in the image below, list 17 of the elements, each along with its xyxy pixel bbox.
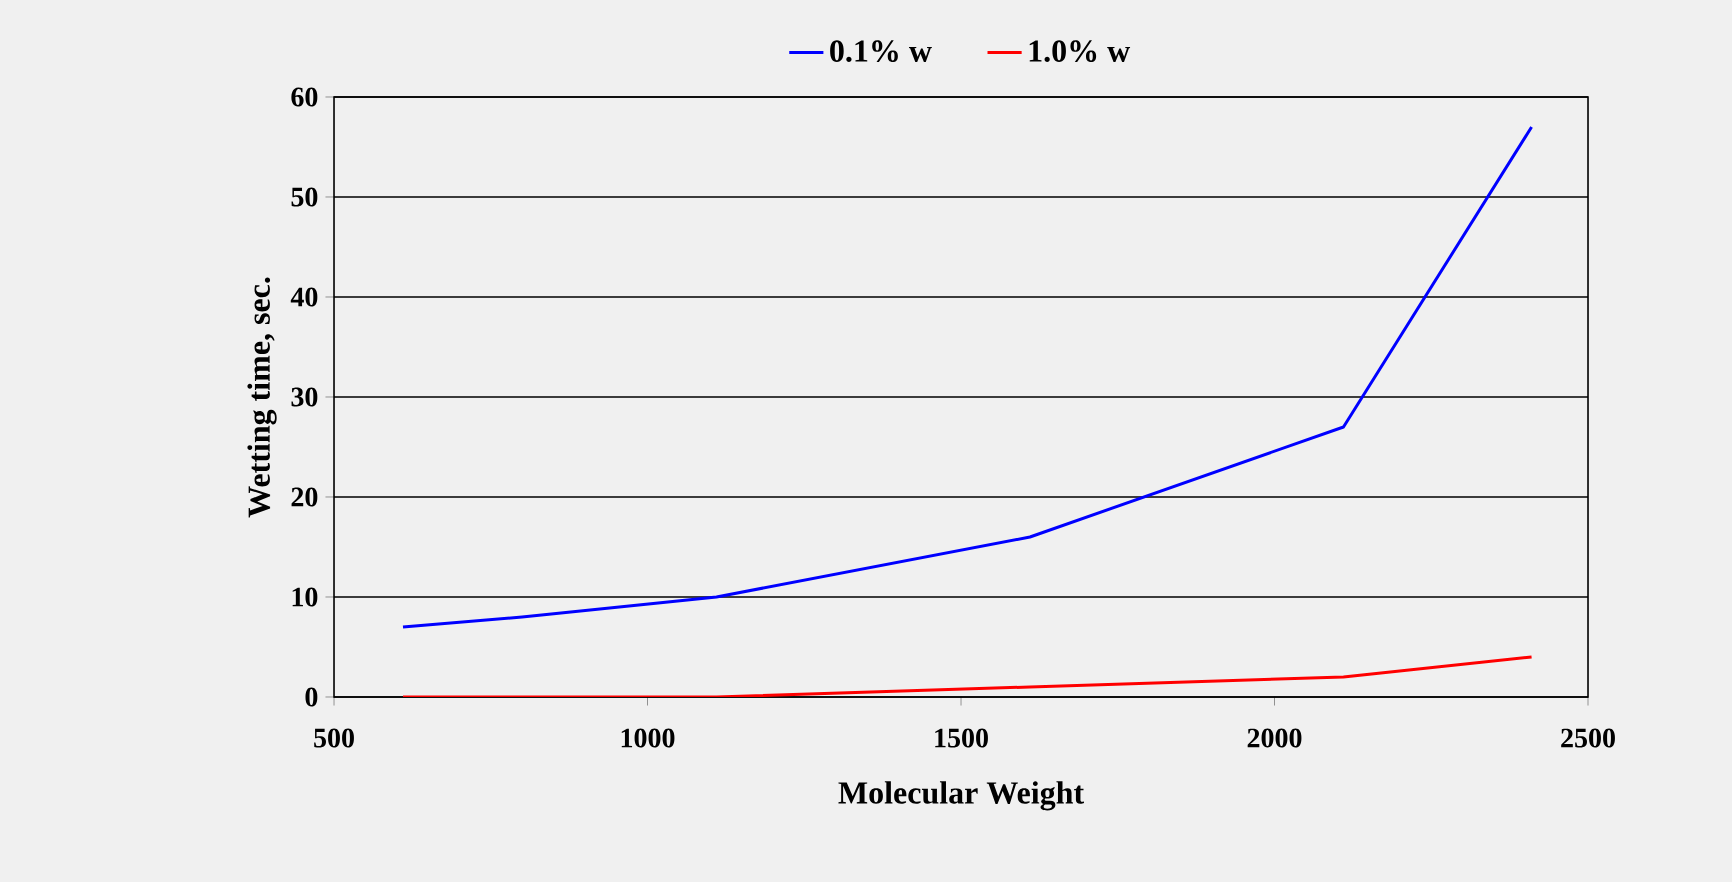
y-tick-label: 50 <box>291 187 318 207</box>
line-series <box>401 125 1534 629</box>
y-tick-label: 30 <box>291 387 318 407</box>
x-tick-label: 2000 <box>1247 728 1302 748</box>
x-tick-label: 1500 <box>935 728 988 748</box>
x-tick-label: 500 <box>314 728 354 748</box>
y-tick-label: 60 <box>291 87 318 107</box>
x-tick-label: 1000 <box>621 728 675 748</box>
y-tick-label: 40 <box>290 287 318 307</box>
y-tick-label: 10 <box>292 587 318 607</box>
x-tick-label: 2500 <box>1561 728 1615 748</box>
y-tick-label: 20 <box>291 487 318 507</box>
x-axis-title: Molecular Weight <box>838 781 1084 811</box>
y-axis-title: Wetting time, sec. <box>247 277 277 518</box>
legend-label: 1.0% w <box>1029 40 1131 63</box>
y-tick-label: 0 <box>305 687 318 707</box>
legend-label: 0.1% w <box>830 40 932 63</box>
